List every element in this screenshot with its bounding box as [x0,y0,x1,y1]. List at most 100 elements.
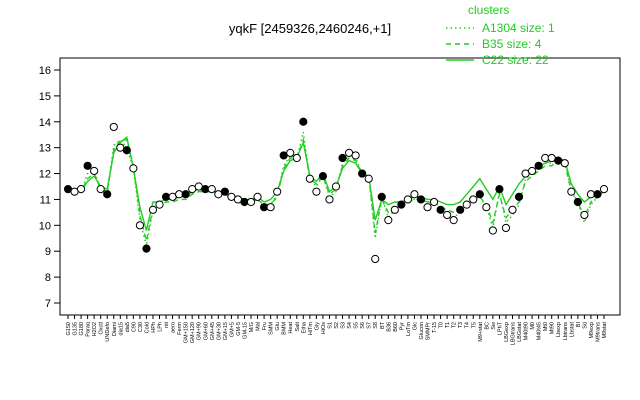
x-tick-label: Glucon [419,322,425,339]
data-point [495,184,504,194]
data-point [286,148,295,157]
x-tick-label: S8 [373,322,379,329]
x-tick-label: UNDefo [105,322,111,342]
y-tick-label: 15 [39,91,51,103]
y-tick-label: 7 [45,298,51,310]
data-point [501,223,511,233]
data-point [429,197,439,207]
x-tick-label: LBGexp [504,322,510,342]
x-tick-label: GM+150 [184,322,190,343]
x-tick-label: Pyr [399,322,405,330]
x-tick-label: nit [164,322,170,328]
x-tick-label: dia5 [125,322,131,332]
x-tick-label: Mal [256,322,262,331]
x-tick-label: HiTm [308,322,314,336]
x-tick-label: T0 [439,322,445,328]
x-tick-label: Lbtrans [563,322,569,341]
data-point [599,184,609,194]
x-tick-label: G180 [79,322,85,335]
legend-title: clusters [468,3,509,17]
data-point [331,182,341,191]
data-point [469,195,478,204]
y-tick-label: 14 [39,117,51,129]
x-tick-label: Diami [112,322,118,336]
x-tick-label: GM-15 [242,322,248,339]
legend-label: C22 size: 22 [482,53,549,67]
data-point [508,205,517,214]
data-point [593,190,602,199]
x-tick-label: T4 [465,322,471,328]
data-point [364,174,373,183]
x-tick-label: B60 [393,322,399,332]
y-tick-label: 12 [39,169,51,181]
x-tick-label: C90 [131,322,137,332]
x-tick-label: GM+5 [229,322,235,337]
y-tick-label: 9 [45,246,51,258]
data-point [475,190,484,199]
x-tick-label: LoTm [406,322,412,336]
x-tick-label: Paraq [86,322,92,337]
data-point [142,244,151,253]
x-tick-label: GM+60 [203,322,209,340]
data-point [299,117,308,126]
data-point [456,205,465,214]
data-point [488,226,497,235]
data-point [253,192,262,201]
x-tick-label: Glu [275,322,281,331]
data-point [527,166,537,176]
y-tick-label: 11 [40,194,51,206]
x-tick-label: T-15 [432,322,438,333]
data-point [377,192,386,201]
x-tick-label: LPhT [497,321,503,335]
x-tick-label: Ferm [177,322,183,335]
x-tick-label: T1 [445,322,451,328]
x-tick-label: Heat [288,322,294,334]
x-tick-label: S3 [341,322,347,329]
points-layer [63,117,609,264]
data-point [181,190,190,199]
x-tick-label: T5 [471,322,477,328]
data-point [482,203,491,212]
data-point [390,205,399,214]
x-tick-label: G135 [73,322,79,335]
x-tick-label: Salt [295,322,301,332]
data-point [292,153,301,163]
x-axis: G150 G135 G180 Paraq H2O2 Oxctl UNDefo Diami dia… [66,315,608,345]
x-tick-label: B36 [386,322,392,332]
data-point [305,174,314,183]
x-tick-label: T2 [452,322,458,328]
x-tick-label: SMMPr [426,322,432,341]
y-axis: 7 8 9 10 11 12 13 14 15 16 [39,65,60,310]
x-tick-label: GM+30 [216,322,222,340]
x-tick-label: S7 [367,322,373,329]
legend-label: A1304 size: 1 [482,21,555,35]
data-point [567,187,576,196]
y-tick-label: 10 [39,220,51,232]
x-tick-label: Sd [582,322,588,329]
x-tick-label: S1 [327,322,333,329]
x-tick-label: S6 [360,322,366,329]
x-tick-label: Lbexp [556,322,562,337]
data-point [246,197,256,207]
x-tick-label: LBGstat [517,322,523,342]
data-point [397,200,406,209]
data-point [135,221,145,230]
data-point [266,203,275,212]
x-tick-label: H2O2 [92,322,98,336]
x-tick-label: Sw [491,322,497,330]
x-tick-label: Fru [262,322,268,330]
data-point [410,190,419,199]
data-point [403,195,413,204]
data-point [534,161,543,170]
x-tick-label: dia15 [118,322,124,335]
data-point [358,169,367,178]
x-tick-label: GM-5 [236,322,242,336]
x-tick-label: M0 [530,322,536,330]
x-tick-label: M40t45 [537,322,543,340]
x-tick-label: Mt90 [550,322,556,334]
x-tick-label: HiOs [321,322,327,334]
data-point [148,205,158,214]
chart-title: yqkF [2459326,2460246,+1] [229,21,391,36]
x-tick-label: GM+90 [197,322,203,340]
